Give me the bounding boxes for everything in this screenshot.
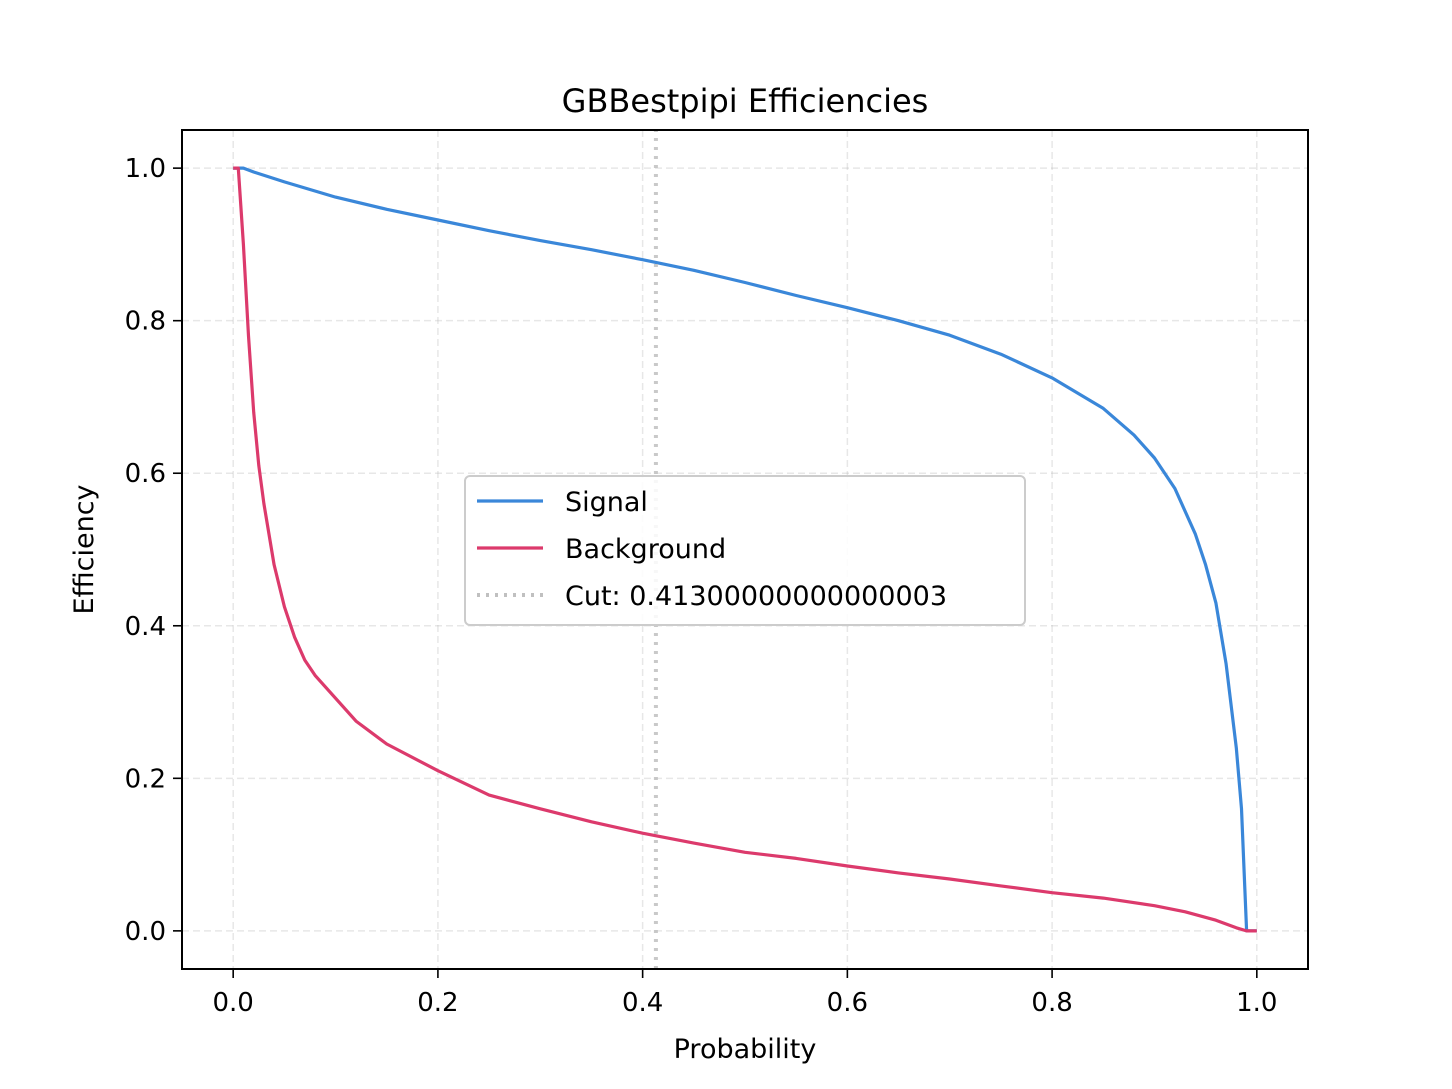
legend-items: Signal Background Cut: 0.41300000000000003 bbox=[477, 487, 947, 612]
legend: Signal Background Cut: 0.41300000000000003 bbox=[464, 475, 1026, 626]
y-tick-label: 0.8 bbox=[125, 307, 166, 337]
series-layer bbox=[233, 130, 1257, 969]
x-axis-label: Probability bbox=[674, 1034, 817, 1065]
y-tick-label: 0.6 bbox=[125, 459, 166, 489]
chart-title: GBBestpipi Efficiencies bbox=[562, 82, 929, 120]
y-tick-label: 0.4 bbox=[125, 612, 166, 642]
series-line-0 bbox=[233, 166, 1257, 933]
x-tick-label: 0.6 bbox=[827, 988, 868, 1018]
legend-box bbox=[464, 475, 1026, 626]
y-tick-label: 0.0 bbox=[125, 917, 166, 947]
legend-label: Signal bbox=[565, 487, 648, 518]
legend-label: Cut: 0.41300000000000003 bbox=[565, 581, 947, 612]
y-tick-label: 1.0 bbox=[125, 154, 166, 184]
x-tick-label: 0.0 bbox=[213, 988, 254, 1018]
x-tick-label: 0.4 bbox=[622, 988, 663, 1018]
x-tick-label: 0.8 bbox=[1031, 988, 1072, 1018]
series-line-1 bbox=[233, 166, 1257, 933]
y-tick-label: 0.2 bbox=[125, 764, 166, 794]
axis-ticks: 0.0 0.2 0.4 0.6 0.8 1.0 0.0 0.2 0.4 0.6 0.8 1.0 bbox=[125, 154, 1278, 1018]
y-axis-label: Efficiency bbox=[69, 484, 100, 614]
x-tick-label: 1.0 bbox=[1236, 988, 1277, 1018]
legend-label: Background bbox=[565, 534, 726, 565]
x-tick-label: 0.2 bbox=[417, 988, 458, 1018]
plot-frame bbox=[181, 129, 1309, 970]
